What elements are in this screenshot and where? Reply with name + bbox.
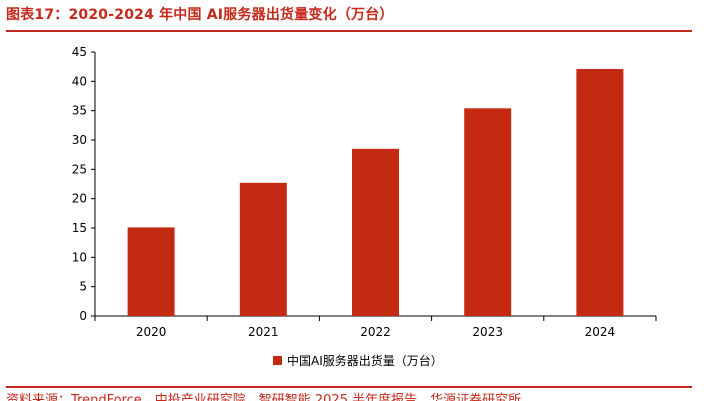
title-rule [6, 30, 692, 32]
chart-legend: 中国AI服务器出货量（万台） [273, 352, 443, 369]
x-tick-label: 2020 [136, 325, 167, 339]
y-tick-label: 15 [72, 221, 87, 235]
y-tick-label: 5 [79, 280, 87, 294]
figure-title: 图表17：2020-2024 年中国 AI服务器出货量变化（万台） [6, 7, 394, 23]
legend-swatch [273, 356, 282, 365]
x-tick-label: 2023 [472, 325, 503, 339]
source-note: 资料来源：TrendForce，中投产业研究院，智研智能 2025 半年度报告，… [6, 393, 522, 401]
bar-2022 [352, 148, 399, 316]
y-tick-label: 35 [72, 104, 87, 118]
y-tick-label: 10 [72, 250, 87, 264]
y-tick-label: 20 [72, 192, 87, 206]
x-tick-label: 2022 [360, 325, 391, 339]
bar-2023 [464, 108, 512, 316]
bar-2024 [576, 69, 624, 316]
bar-2020 [127, 227, 175, 316]
y-tick-label: 40 [72, 74, 87, 88]
y-tick-label: 25 [72, 162, 87, 176]
y-tick-label: 30 [72, 133, 87, 147]
legend-label: 中国AI服务器出货量（万台） [287, 354, 443, 368]
x-tick-label: 2021 [248, 325, 279, 339]
y-tick-label: 0 [79, 309, 87, 323]
y-tick-label: 45 [72, 45, 87, 59]
source-rule [6, 386, 692, 388]
bar-2021 [239, 182, 287, 316]
x-tick-label: 2024 [585, 325, 616, 339]
